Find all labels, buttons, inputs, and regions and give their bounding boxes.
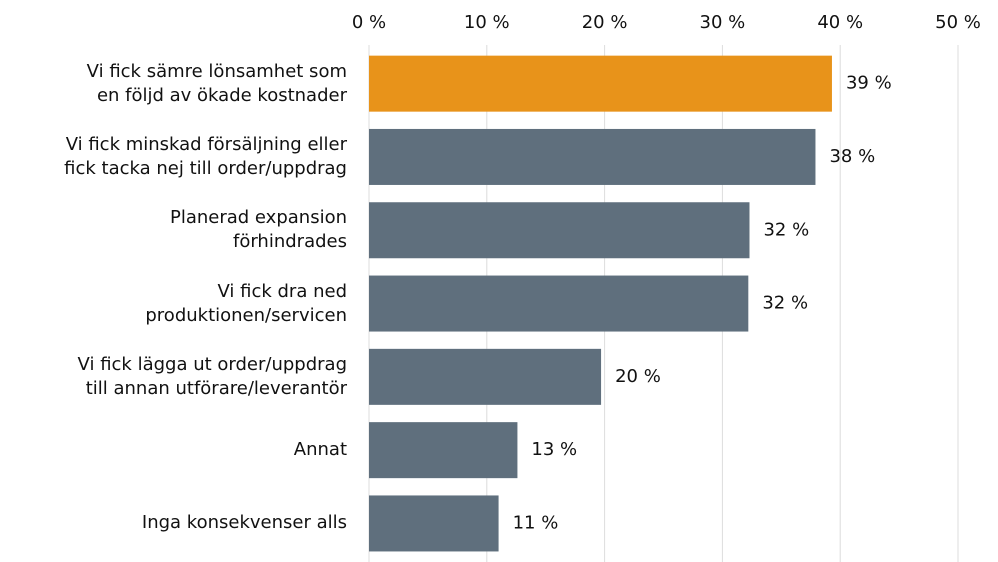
x-tick-label: 50 % (935, 12, 981, 33)
x-tick-label: 40 % (817, 12, 863, 33)
bar (369, 202, 750, 259)
bar (369, 422, 518, 479)
category-label: Vi fick dra ned produktionen/servicen (145, 280, 347, 326)
x-tick-label: 0 % (352, 12, 386, 33)
bar (369, 55, 832, 112)
value-label: 20 % (615, 366, 661, 387)
category-label: Inga konsekvenser alls (141, 512, 347, 534)
category-label: Planerad expansion förhindrades (169, 207, 347, 253)
x-tick-label: 20 % (582, 12, 628, 33)
value-label: 39 % (846, 73, 892, 94)
bar (369, 348, 602, 405)
bar (369, 495, 499, 552)
value-label: 38 % (829, 146, 875, 167)
bar (369, 128, 816, 185)
category-label: Vi fick sämre lönsamhet som en följd av … (86, 60, 347, 106)
x-tick-label: 10 % (464, 12, 510, 33)
bar (369, 275, 749, 332)
value-label: 32 % (763, 219, 809, 240)
value-label: 13 % (531, 439, 577, 460)
category-label: Vi fick minskad försäljning eller fick t… (64, 133, 347, 179)
category-label: Vi fick lägga ut order/uppdrag till anna… (77, 353, 347, 399)
value-label: 11 % (513, 512, 559, 533)
x-tick-label: 30 % (700, 12, 746, 33)
category-label: Annat (293, 439, 347, 461)
value-label: 32 % (762, 293, 808, 314)
